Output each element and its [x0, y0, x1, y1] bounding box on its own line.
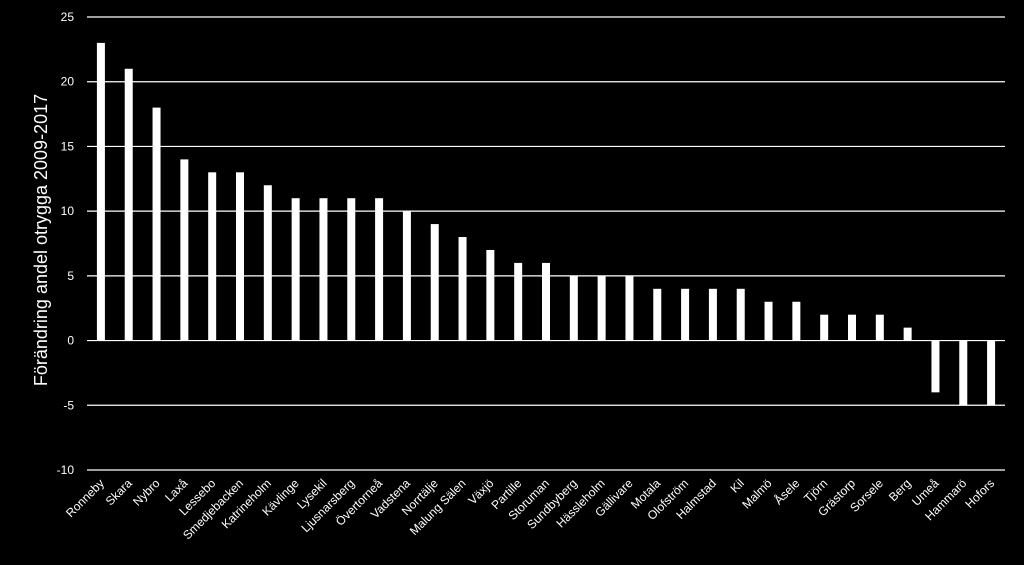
x-category-label: Nybro [130, 476, 163, 509]
y-tick-label: 0 [67, 334, 74, 348]
bar [820, 314, 829, 341]
y-tick-label: -5 [63, 398, 74, 412]
y-axis-title: Förändring andel otrygga 2009-2017 [31, 94, 51, 386]
bar [486, 249, 495, 341]
y-tick-label: 25 [61, 10, 75, 24]
bars [96, 42, 996, 406]
bar [347, 198, 356, 341]
bar [792, 301, 801, 341]
bar [291, 198, 300, 341]
bar [681, 288, 690, 341]
bar [569, 275, 578, 341]
bar [653, 288, 662, 341]
bar [736, 288, 745, 341]
bar [375, 198, 384, 341]
bar [542, 262, 550, 341]
bar [764, 301, 773, 341]
bar [96, 42, 105, 341]
bar [208, 172, 217, 341]
bar [458, 237, 467, 341]
bar [875, 314, 884, 341]
y-tick-label: -10 [57, 463, 75, 477]
x-category-label: Ronneby [63, 476, 107, 520]
x-category-label: Kil [728, 476, 747, 495]
bar [236, 172, 244, 341]
y-tick-label: 15 [61, 139, 75, 153]
x-category-label: Åsele [771, 475, 803, 507]
bar [402, 211, 411, 341]
bar [987, 340, 996, 406]
y-tick-label: 20 [61, 75, 75, 89]
bar [263, 185, 272, 341]
gridlines [87, 16, 1005, 471]
bar [931, 340, 940, 393]
y-axis-ticks: 25 20 15 10 5 0 -5 -10 [57, 10, 75, 477]
bar [430, 224, 439, 341]
bar [848, 314, 856, 341]
bar [708, 288, 717, 341]
bar [319, 198, 328, 341]
bar [152, 107, 161, 341]
bar [597, 275, 606, 341]
x-category-label: Malmö [739, 476, 775, 512]
bar [959, 340, 968, 406]
bar [514, 262, 523, 341]
bar [180, 159, 189, 341]
bar [903, 327, 912, 341]
x-category-label: Skara [103, 476, 135, 508]
bar [124, 68, 133, 341]
y-tick-label: 10 [61, 204, 75, 218]
x-category-label: Hofors [962, 476, 997, 511]
y-tick-label: 5 [67, 269, 74, 283]
bar [625, 275, 634, 341]
